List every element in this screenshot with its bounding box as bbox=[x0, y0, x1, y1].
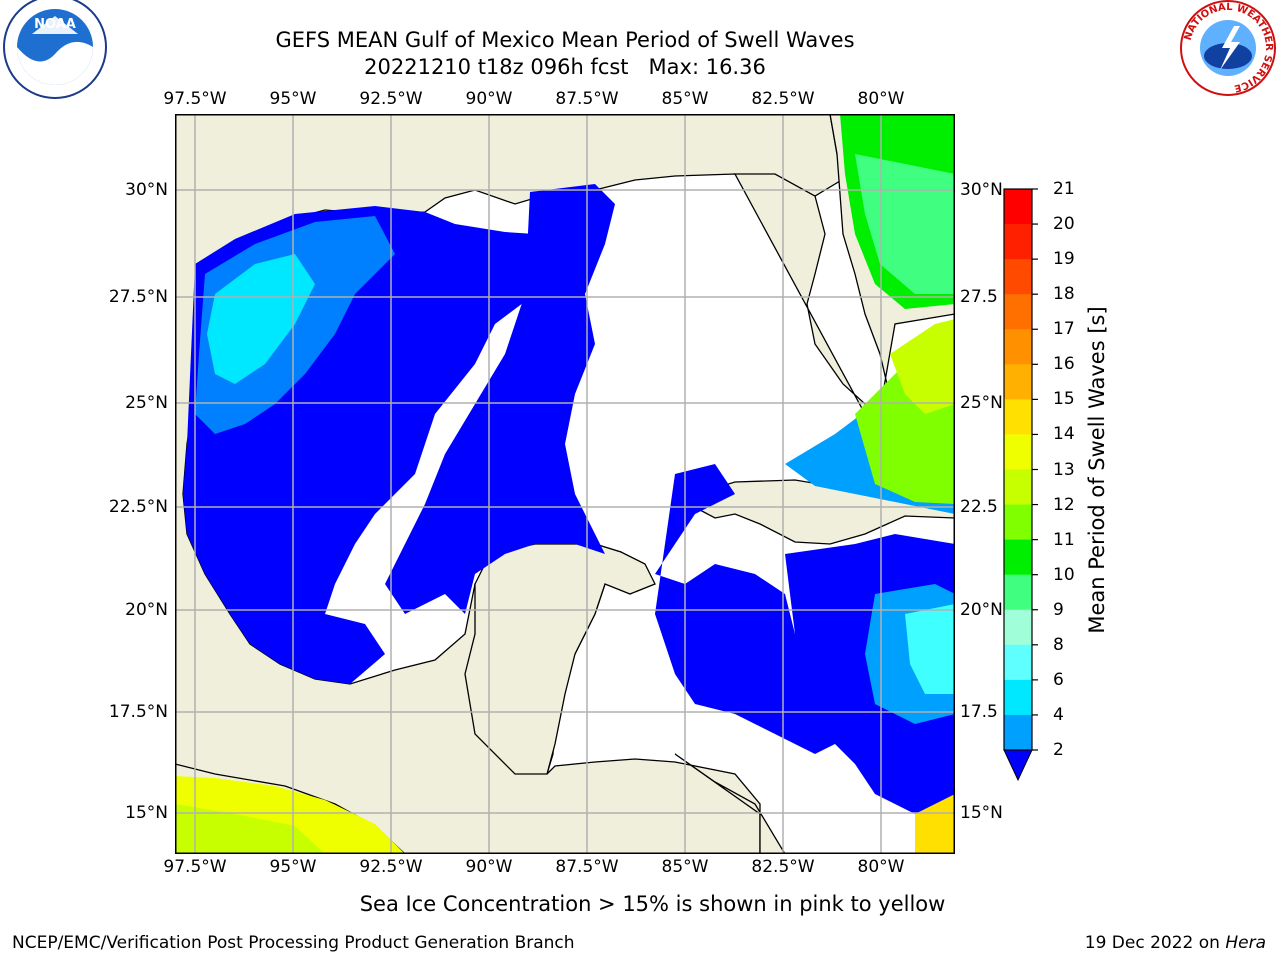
colorbar-segment bbox=[1004, 434, 1032, 470]
map-subtitle: 20221210 t18z 096h fcst Max: 16.36 bbox=[175, 54, 955, 80]
land-honduras bbox=[674, 753, 786, 854]
colorbar-extend-triangle bbox=[1003, 749, 1033, 782]
map-frame bbox=[175, 114, 955, 854]
noaa-logo-text: NOAA bbox=[34, 17, 76, 32]
lat-label-right: 15°N bbox=[960, 803, 1003, 823]
colorbar-segment bbox=[1004, 574, 1032, 611]
lat-label-right: 22.5 bbox=[960, 497, 998, 517]
lat-label-right: 27.5 bbox=[960, 287, 998, 307]
lat-label-right: 17.5 bbox=[960, 702, 998, 722]
swell-cell-se-corner bbox=[915, 794, 955, 854]
lon-label-bottom: 97.5°W bbox=[163, 857, 227, 877]
lat-label-left: 22.5°N bbox=[108, 497, 168, 517]
colorbar-tick-label: 9 bbox=[1053, 599, 1064, 620]
colorbar-title: Mean Period of Swell Waves [s] bbox=[1085, 306, 1109, 634]
nws-logo-icon: NATIONAL WEATHER SERVICE bbox=[1180, 0, 1276, 96]
colorbar-tick-label: 6 bbox=[1053, 669, 1064, 690]
colorbar bbox=[1003, 188, 1038, 782]
colorbar-segment bbox=[1004, 294, 1032, 330]
colorbar-tick-label: 2 bbox=[1053, 740, 1064, 760]
colorbar-tick-label: 8 bbox=[1053, 634, 1064, 655]
colorbar-tick-label: 14 bbox=[1053, 424, 1075, 445]
colorbar-segment bbox=[1004, 189, 1032, 225]
lat-label-left: 20°N bbox=[125, 600, 168, 620]
lon-label-top: 92.5°W bbox=[359, 89, 423, 109]
colorbar-segment bbox=[1004, 679, 1032, 716]
sea-ice-note: Sea Ice Concentration > 15% is shown in … bbox=[359, 892, 946, 916]
colorbar-tick-label: 11 bbox=[1053, 529, 1075, 550]
colorbar-tick-label: 15 bbox=[1053, 389, 1075, 410]
colorbar-tick-label: 13 bbox=[1053, 459, 1075, 480]
lat-label-left: 17.5°N bbox=[108, 702, 168, 722]
lon-label-top: 80°W bbox=[857, 89, 905, 109]
swell-cell-west-mid bbox=[195, 216, 395, 434]
lon-label-top: 95°W bbox=[269, 89, 317, 109]
credit-host: Hera bbox=[1225, 933, 1266, 953]
map-title: GEFS MEAN Gulf of Mexico Mean Period of … bbox=[275, 28, 855, 52]
max-value: Max: 16.36 bbox=[648, 55, 766, 79]
colorbar-segment bbox=[1004, 364, 1032, 400]
lat-label-right: 25°N bbox=[960, 393, 1003, 413]
colorbar-segment bbox=[1004, 224, 1032, 260]
lon-label-bottom: 82.5°W bbox=[751, 857, 815, 877]
colorbar-tick-label: 20 bbox=[1053, 214, 1075, 235]
lon-label-bottom: 95°W bbox=[269, 857, 317, 877]
forecast-run: 20221210 t18z 096h fcst bbox=[364, 55, 629, 79]
colorbar-segment bbox=[1004, 714, 1032, 751]
swell-cell-caribbean-cyan bbox=[905, 604, 955, 694]
lon-label-top: 87.5°W bbox=[555, 89, 619, 109]
colorbar-segment bbox=[1004, 539, 1032, 576]
lon-label-bottom: 80°W bbox=[857, 857, 905, 877]
lat-label-right: 20°N bbox=[960, 600, 1003, 620]
lat-label-left: 25°N bbox=[125, 393, 168, 413]
colorbar-segment bbox=[1004, 504, 1032, 541]
swell-cell-west-light bbox=[207, 254, 315, 384]
lon-label-bottom: 85°W bbox=[661, 857, 709, 877]
lat-label-right: 30°N bbox=[960, 180, 1003, 200]
graticule bbox=[175, 114, 955, 854]
credit-date-text: 19 Dec 2022 on bbox=[1084, 933, 1220, 953]
swell-cell-atlantic-mint bbox=[855, 154, 955, 294]
colorbar-segment bbox=[1004, 644, 1032, 681]
colorbar-tick-label: 17 bbox=[1053, 319, 1075, 340]
colorbar-tick-label: 10 bbox=[1053, 564, 1075, 585]
lat-label-left: 27.5°N bbox=[108, 287, 168, 307]
lon-label-top: 97.5°W bbox=[163, 89, 227, 109]
gulf-of-mexico-map bbox=[175, 114, 955, 854]
colorbar-segment bbox=[1004, 329, 1032, 365]
colorbar-segment bbox=[1004, 469, 1032, 506]
lon-label-bottom: 87.5°W bbox=[555, 857, 619, 877]
colorbar-segment bbox=[1004, 399, 1032, 435]
swell-cell-florida-yellow bbox=[890, 319, 955, 414]
colorbar-tick-label: 18 bbox=[1053, 284, 1075, 305]
swell-cell-pacific-green bbox=[175, 804, 325, 854]
colorbar-tick-label: 16 bbox=[1053, 354, 1075, 375]
lon-label-bottom: 90°W bbox=[465, 857, 513, 877]
credit-date: 19 Dec 2022 on Hera bbox=[1085, 933, 1266, 953]
lon-label-bottom: 92.5°W bbox=[359, 857, 423, 877]
lat-label-left: 15°N bbox=[125, 803, 168, 823]
colorbar-tick-label: 4 bbox=[1053, 704, 1064, 725]
colorbar-tick-label: 12 bbox=[1053, 494, 1075, 515]
colorbar-segment bbox=[1004, 609, 1032, 646]
colorbar-tick-label: 21 bbox=[1053, 179, 1075, 199]
lon-label-top: 90°W bbox=[465, 89, 513, 109]
colorbar-segment bbox=[1004, 259, 1032, 295]
colorbar-tick-label: 19 bbox=[1053, 249, 1075, 270]
credit-branch: NCEP/EMC/Verification Post Processing Pr… bbox=[12, 933, 575, 953]
lon-label-top: 82.5°W bbox=[751, 89, 815, 109]
noaa-logo-icon: NOAA bbox=[3, 0, 107, 99]
lat-label-left: 30°N bbox=[125, 180, 168, 200]
lon-label-top: 85°W bbox=[661, 89, 709, 109]
